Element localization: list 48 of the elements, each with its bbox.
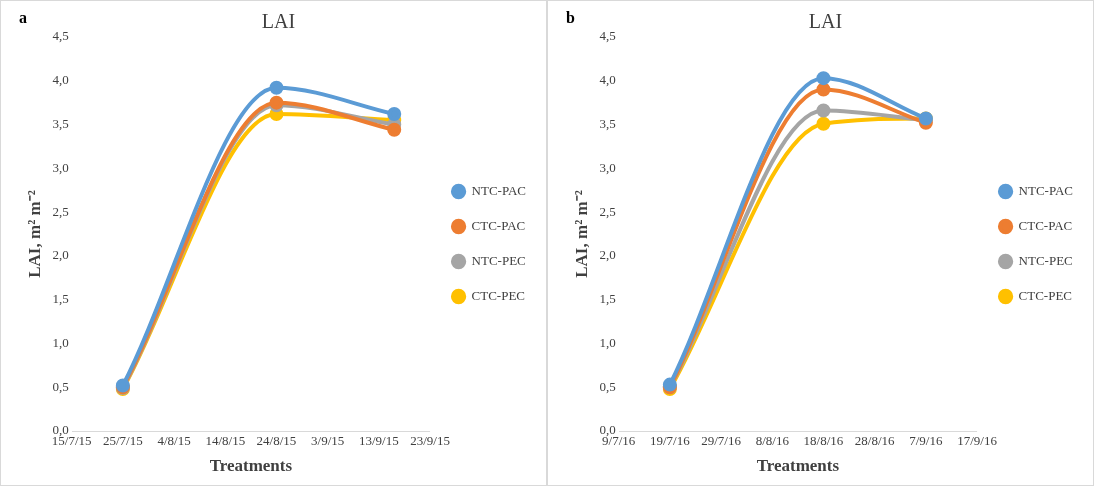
legend-label: NTC-PEC (471, 252, 526, 268)
y-tick-label: 0,5 (52, 378, 69, 394)
x-axis-title: Treatments (756, 456, 840, 476)
x-tick-label: 23/9/15 (410, 433, 450, 449)
y-tick-label: 4,0 (599, 72, 616, 88)
legend-label: CTC-PEC (471, 287, 526, 303)
y-tick-label: 1,5 (52, 291, 69, 307)
y-tick-label: 3,0 (52, 159, 69, 175)
y-tick-label: 4,5 (599, 28, 616, 44)
chart-title: LAI (261, 10, 296, 33)
legend-label: NTC-PAC (471, 182, 527, 198)
x-tick-label: 19/7/16 (649, 433, 691, 449)
x-tick-label: 28/8/16 (854, 433, 896, 449)
x-tick-label: 17/9/16 (957, 433, 998, 449)
y-tick-label: 2,0 (599, 247, 616, 263)
y-tick-label: 1,5 (599, 291, 616, 307)
chart-title: LAI (808, 10, 843, 33)
y-tick-label: 1,0 (599, 334, 616, 350)
y-tick-label: 4,0 (52, 72, 69, 88)
legend-label: CTC-PAC (1018, 217, 1073, 233)
x-tick-label: 29/7/16 (701, 433, 742, 449)
x-tick-label: 25/7/15 (102, 433, 143, 449)
y-tick-label: 2,5 (599, 203, 616, 219)
x-tick-label: 24/8/15 (256, 433, 297, 449)
text: b (566, 9, 575, 27)
y-tick-label: 4,5 (52, 28, 69, 44)
y-tick-label: 2,0 (52, 247, 69, 263)
y-tick-label: 3,5 (52, 115, 69, 131)
text: a (19, 9, 27, 27)
legend-label: CTC-PEC (1018, 287, 1073, 303)
y-tick-label: 1,0 (52, 334, 69, 350)
legend-label: NTC-PAC (1018, 182, 1074, 198)
x-tick-label: 8/8/16 (755, 433, 790, 449)
y-tick-label: 3,5 (599, 115, 616, 131)
y-tick-label: 3,0 (599, 159, 616, 175)
x-tick-label: 7/9/16 (909, 433, 943, 449)
x-tick-label: 13/9/15 (359, 433, 399, 449)
y-tick-label: 0,5 (599, 378, 616, 394)
x-axis-title: Treatments (209, 456, 293, 476)
x-tick-label: 18/8/16 (803, 433, 844, 449)
x-tick-label: 4/8/15 (157, 433, 191, 449)
x-tick-label: 3/9/15 (311, 433, 345, 449)
x-tick-label: 14/8/15 (205, 433, 246, 449)
legend-label: NTC-PEC (1018, 252, 1073, 268)
y-axis-title: LAI, m² m⁻² (571, 190, 591, 278)
y-tick-label: 2,5 (52, 203, 69, 219)
y-axis-title: LAI, m² m⁻² (24, 190, 44, 278)
legend-label: CTC-PAC (471, 217, 526, 233)
